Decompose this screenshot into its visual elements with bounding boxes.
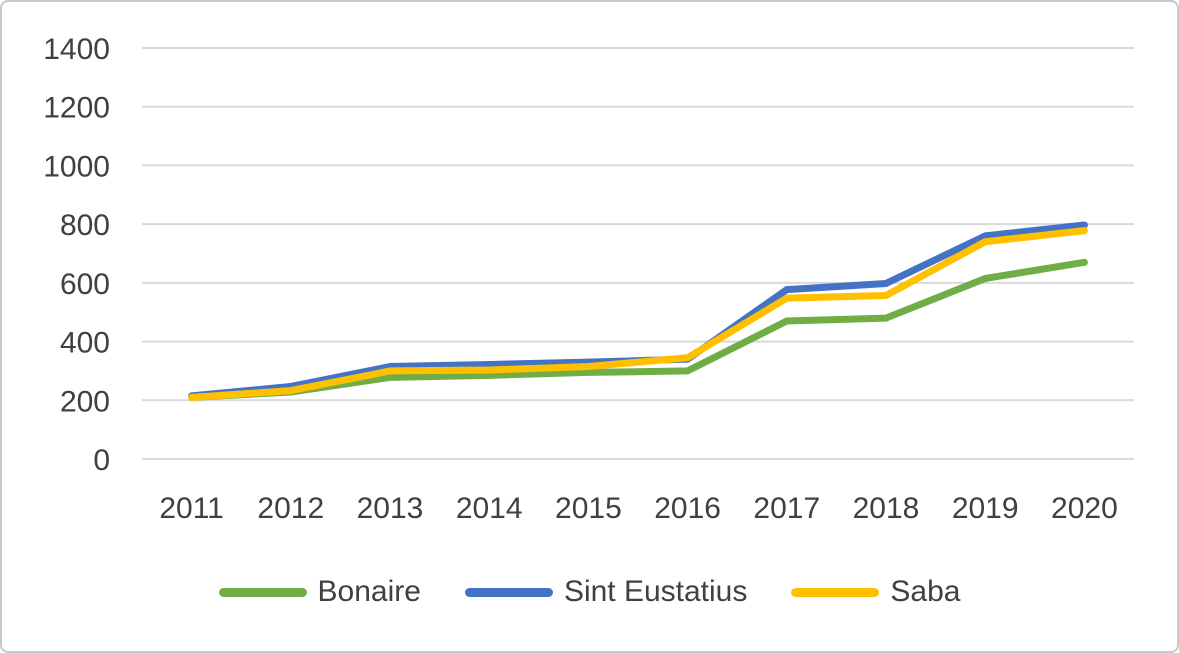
y-tick-label: 1000 bbox=[43, 150, 110, 183]
legend-swatch-sint-eustatius bbox=[464, 587, 553, 597]
y-tick-label: 0 bbox=[93, 444, 110, 477]
legend-label-sint-eustatius: Sint Eustatius bbox=[563, 575, 748, 608]
y-tick-label: 400 bbox=[60, 327, 110, 360]
x-tick-label: 2019 bbox=[952, 492, 1019, 525]
y-tick-label: 1400 bbox=[43, 33, 110, 66]
chart-legend: Bonaire Sint Eustatius Saba bbox=[2, 572, 1177, 612]
y-tick-label: 1200 bbox=[43, 92, 110, 125]
y-tick-label: 200 bbox=[60, 385, 110, 418]
x-tick-label: 2018 bbox=[853, 492, 920, 525]
legend-item-bonaire: Bonaire bbox=[218, 575, 421, 608]
x-tick-label: 2011 bbox=[159, 492, 224, 525]
series-line-saba bbox=[188, 227, 1088, 401]
x-tick-label: 2013 bbox=[357, 492, 424, 525]
legend-swatch-saba bbox=[791, 587, 880, 597]
y-tick-label: 800 bbox=[60, 209, 110, 242]
series-line-bonaire bbox=[188, 258, 1088, 401]
x-tick-label: 2020 bbox=[1051, 492, 1118, 525]
y-tick-label: 600 bbox=[60, 268, 110, 301]
legend-item-saba: Saba bbox=[791, 577, 960, 607]
legend-item-sint-eustatius: Sint Eustatius bbox=[464, 575, 748, 608]
legend-swatch-bonaire bbox=[218, 587, 307, 597]
legend-label-saba: Saba bbox=[890, 575, 961, 608]
x-tick-label: 2016 bbox=[654, 492, 721, 525]
x-tick-label: 2015 bbox=[555, 492, 622, 525]
legend-label-bonaire: Bonaire bbox=[317, 575, 421, 608]
x-tick-label: 2012 bbox=[257, 492, 324, 525]
x-tick-label: 2017 bbox=[753, 492, 820, 525]
x-tick-label: 2014 bbox=[456, 492, 523, 525]
